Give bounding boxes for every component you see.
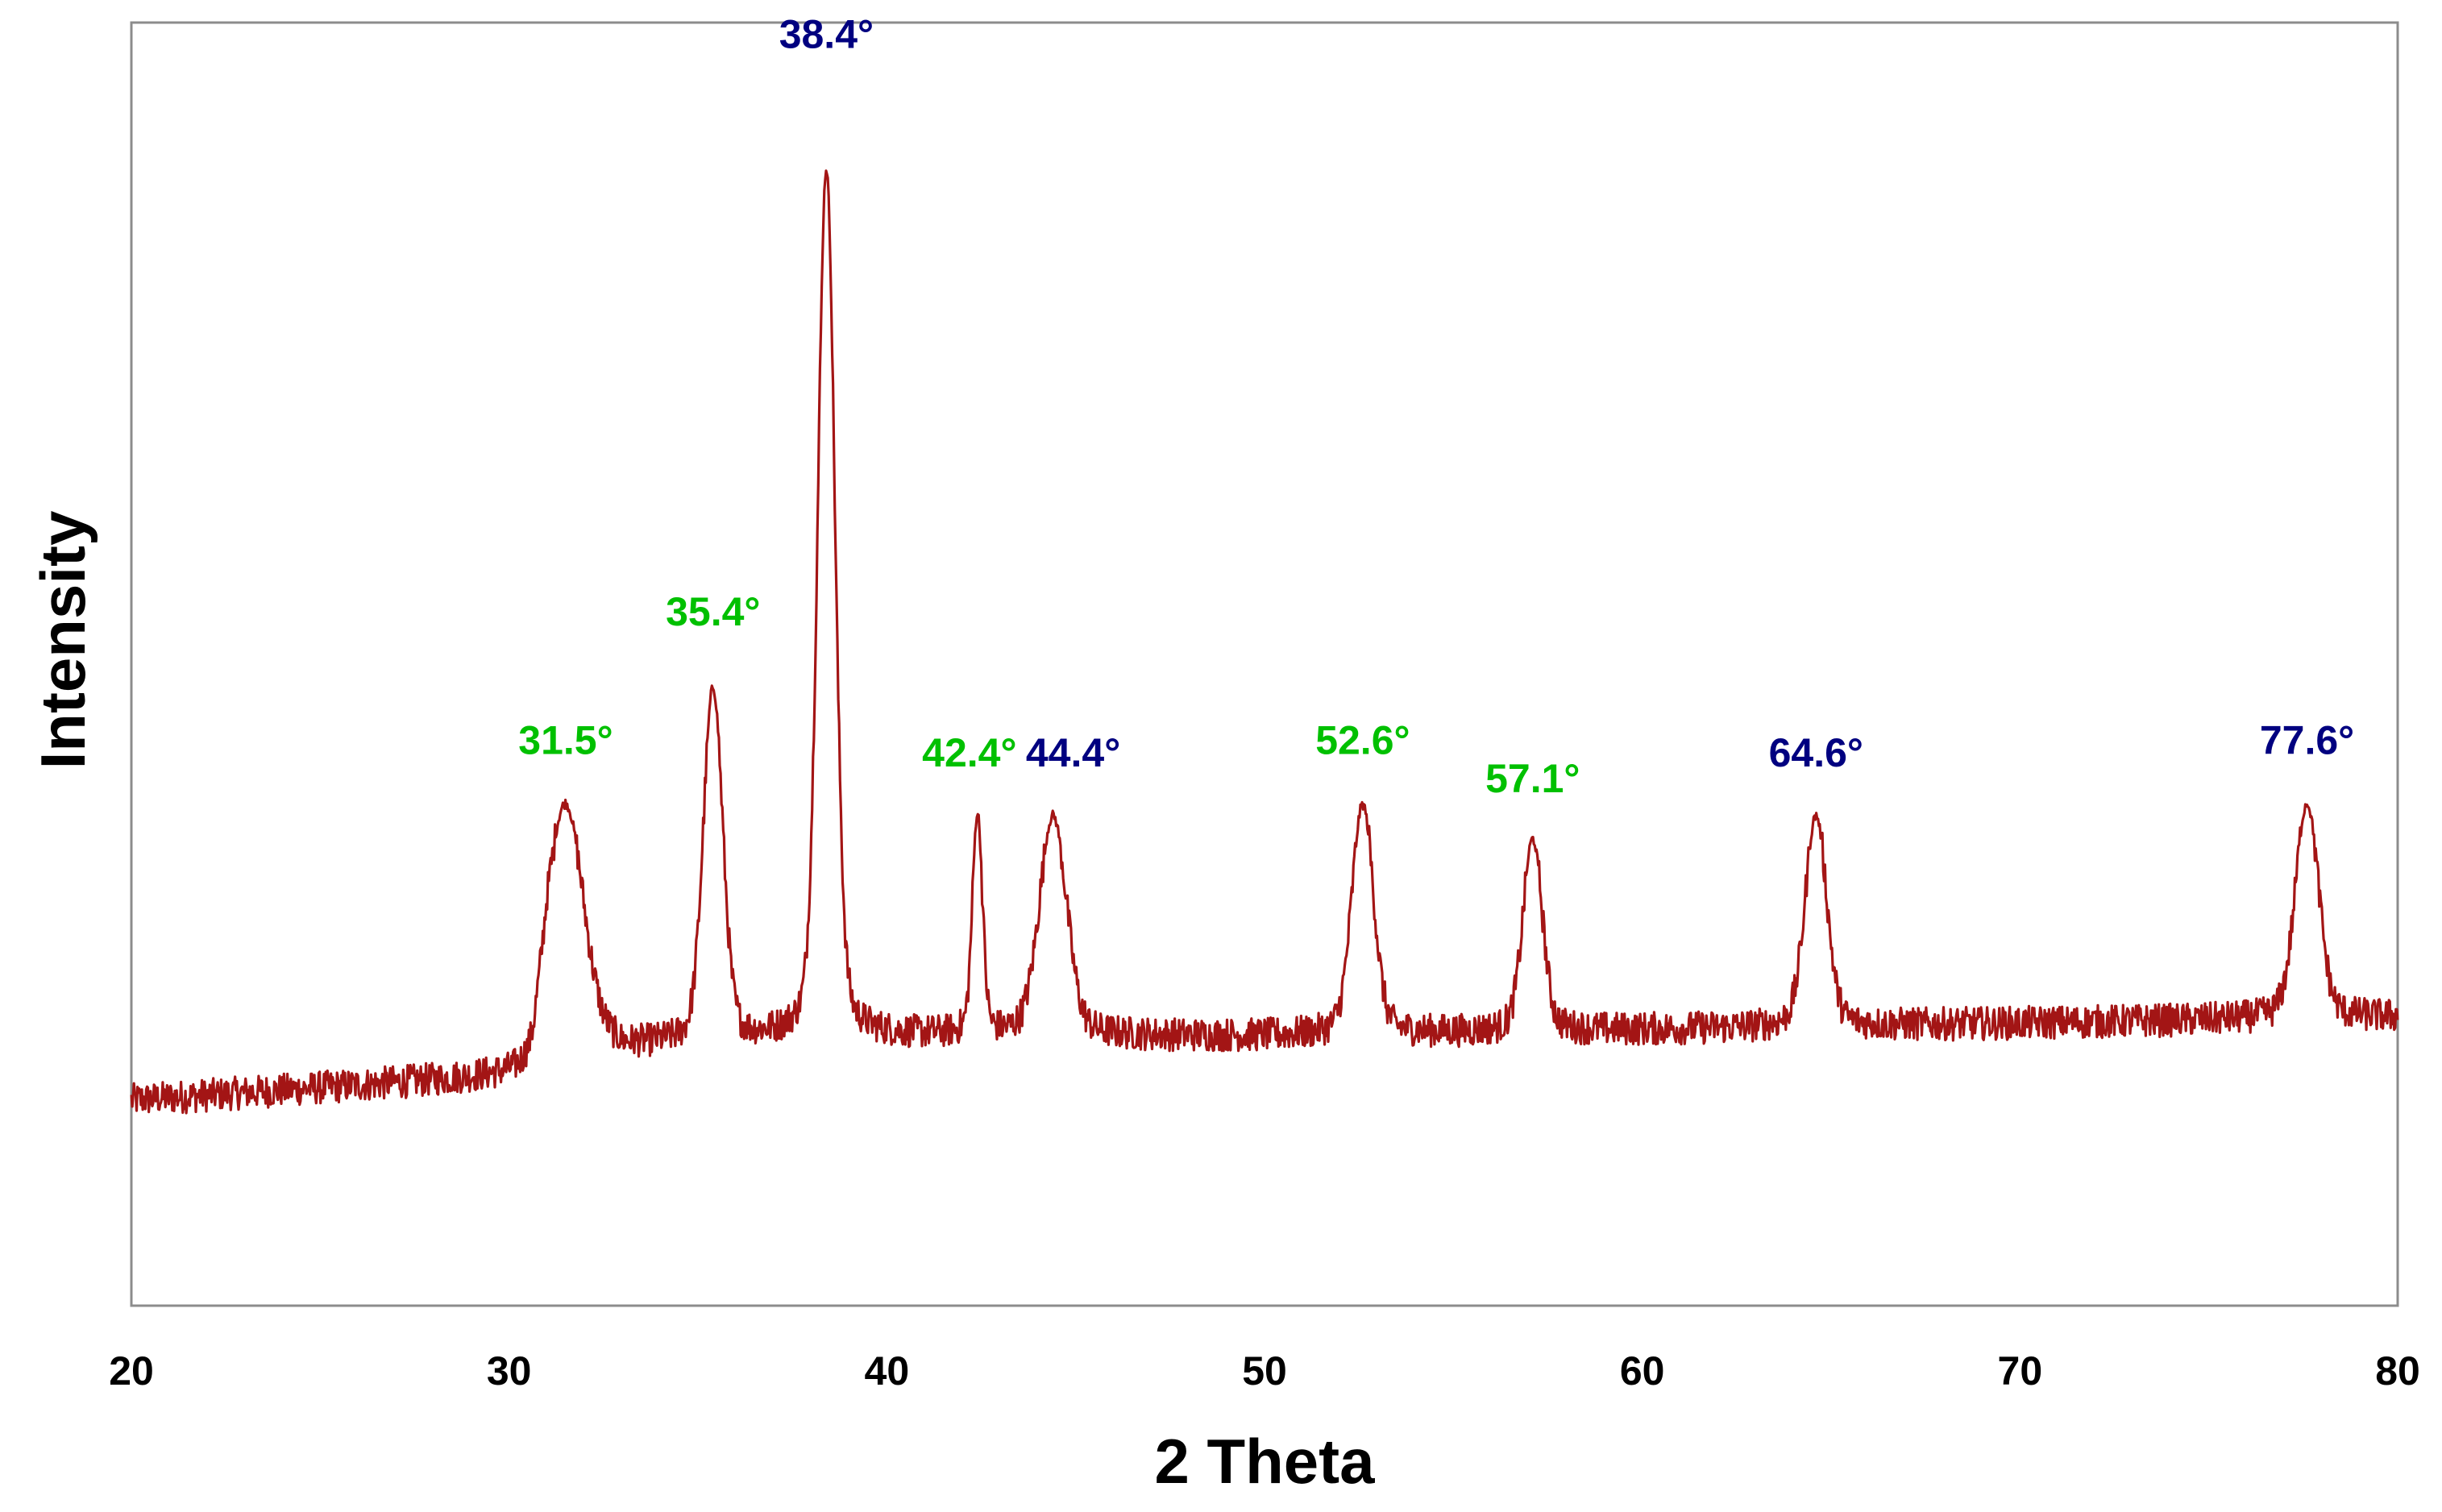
x-tick-label-20: 20 [109, 1348, 154, 1394]
peak-label-64-6: 64.6° [1769, 730, 1863, 775]
x-tick-label-30: 30 [487, 1348, 532, 1394]
peak-label-42-4: 42.4° [922, 730, 1016, 775]
peak-label-57-1: 57.1° [1485, 756, 1580, 801]
peak-label-38-4: 38.4° [779, 12, 874, 57]
x-tick-label-60: 60 [1620, 1348, 1665, 1394]
y-axis-title: Intensity [27, 511, 98, 770]
peak-label-44-4: 44.4° [1026, 730, 1120, 775]
peak-label-52-6: 52.6° [1315, 717, 1410, 762]
peak-label-31-5: 31.5° [518, 717, 613, 762]
x-axis-title: 2 Theta [1154, 1426, 1375, 1497]
x-tick-label-70: 70 [1998, 1348, 2043, 1394]
x-tick-label-80: 80 [2375, 1348, 2420, 1394]
peak-label-77-6: 77.6° [2260, 717, 2354, 762]
peak-label-35-4: 35.4° [666, 589, 760, 634]
peak-annotations: 31.5° 35.4° 38.4° 42.4° 44.4° 52.6° 57.1° 64.6°… [518, 12, 2354, 801]
plot-area-frame [130, 21, 2399, 1307]
x-tick-label-40: 40 [865, 1348, 910, 1394]
series-line-xrd-pattern [130, 169, 2399, 1115]
x-tick-label-50: 50 [1242, 1348, 1287, 1394]
x-axis-tick-labels: 20 30 40 50 60 70 80 [109, 1348, 2420, 1394]
